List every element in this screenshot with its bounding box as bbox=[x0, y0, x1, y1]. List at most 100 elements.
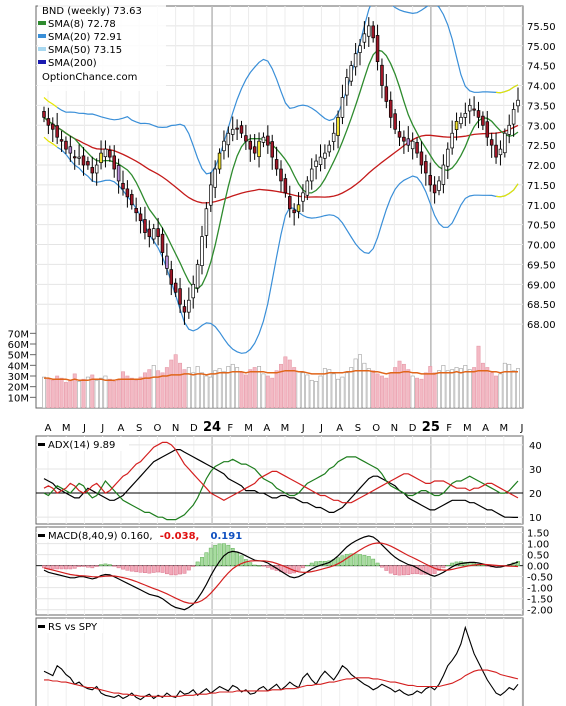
macd-histogram-bar bbox=[261, 565, 266, 567]
macd-histogram-bar bbox=[230, 548, 235, 566]
volume-bar bbox=[300, 372, 305, 408]
candle-body bbox=[516, 99, 520, 107]
candle-body bbox=[239, 125, 244, 134]
macd-histogram-bar bbox=[42, 565, 46, 569]
volume-bar bbox=[129, 377, 134, 408]
macd-histogram-bar bbox=[156, 565, 161, 573]
adx-axis-ticks: 40 30 20 10 bbox=[529, 441, 542, 524]
volume-bar bbox=[322, 368, 327, 408]
volume-bar bbox=[480, 362, 485, 408]
candle-body bbox=[380, 64, 384, 86]
candle-body bbox=[46, 118, 51, 126]
candle-body bbox=[388, 99, 393, 118]
macd-histogram-bar bbox=[397, 565, 402, 576]
macd-histogram-bar bbox=[235, 551, 240, 566]
macd-histogram-bar bbox=[393, 565, 398, 575]
volume-bar bbox=[279, 363, 283, 408]
macd-histogram bbox=[42, 543, 520, 576]
legend-swatch-sma20 bbox=[38, 34, 46, 38]
volume-bar bbox=[432, 372, 437, 408]
volume-bar bbox=[257, 366, 262, 408]
candle-body bbox=[450, 132, 454, 149]
price-tick-label: 74.00 bbox=[527, 82, 556, 93]
macd-axis-ticks: 1.501.000.500.00-0.50-1.00-1.50-2.00 bbox=[527, 529, 553, 617]
price-tick-label: 71.00 bbox=[527, 201, 556, 212]
volume-bar bbox=[415, 377, 420, 408]
candle-body bbox=[511, 109, 516, 125]
candle-body bbox=[204, 208, 209, 236]
macd-title-swatch bbox=[38, 534, 45, 537]
candle-body bbox=[125, 188, 130, 198]
macd-histogram-bar bbox=[129, 565, 134, 572]
candle-body bbox=[64, 140, 68, 150]
candle-body bbox=[437, 180, 441, 191]
candle-body bbox=[476, 110, 481, 118]
candle-body bbox=[393, 113, 397, 130]
candle-body bbox=[59, 139, 64, 142]
candle-body bbox=[226, 132, 231, 146]
volume-bar bbox=[305, 374, 310, 408]
volume-bar bbox=[142, 372, 147, 408]
macd-histogram-bar bbox=[265, 565, 270, 568]
macd-histogram-bar bbox=[437, 565, 441, 571]
month-label: A bbox=[336, 423, 343, 434]
volume-bar bbox=[371, 370, 376, 408]
volume-tick-label: 30M bbox=[8, 372, 29, 383]
macd-histogram-bar bbox=[314, 561, 319, 566]
candle-body bbox=[283, 178, 288, 194]
volume-bar bbox=[46, 378, 51, 408]
candle-body bbox=[191, 283, 195, 299]
volume-bar bbox=[379, 375, 384, 408]
volume-bar bbox=[375, 373, 380, 408]
candle-body bbox=[441, 164, 446, 185]
candle-body bbox=[349, 65, 353, 82]
volume-bar bbox=[42, 376, 46, 408]
macd-histogram-bar bbox=[121, 565, 125, 570]
legend-sma20: SMA(20) 72.91 bbox=[48, 32, 122, 43]
volume-bar bbox=[208, 376, 213, 408]
volume-tick-label: 50M bbox=[8, 351, 29, 362]
macd-histogram-bar bbox=[358, 554, 362, 566]
volume-bar bbox=[221, 371, 226, 408]
candle-body bbox=[279, 168, 283, 182]
adx-lines bbox=[43, 441, 519, 521]
volume-bar bbox=[366, 368, 371, 408]
macd-histogram-bar bbox=[257, 565, 261, 567]
volume-tick-label: 10M bbox=[8, 393, 29, 404]
volume-bar bbox=[191, 372, 196, 408]
rs-line-rsaverage bbox=[44, 669, 519, 697]
candle-body bbox=[402, 136, 406, 142]
candle-body bbox=[90, 167, 95, 174]
macd-histogram-bar bbox=[516, 561, 520, 566]
price-tick-label: 75.00 bbox=[527, 42, 556, 53]
volume-bar bbox=[502, 362, 507, 408]
candle-body bbox=[209, 184, 213, 206]
candle-body bbox=[309, 168, 314, 182]
price-tick-label: 73.00 bbox=[527, 121, 556, 132]
candle-body bbox=[296, 204, 301, 212]
candle-body bbox=[121, 182, 125, 190]
candle-body bbox=[266, 135, 270, 146]
candle-body bbox=[187, 299, 191, 313]
macd-histogram-bar bbox=[59, 565, 64, 570]
volume-bar bbox=[94, 379, 99, 408]
volume-bar bbox=[336, 378, 341, 408]
macd-histogram-bar bbox=[362, 555, 367, 566]
volume-bar bbox=[485, 367, 490, 408]
lower-band bbox=[56, 146, 519, 354]
month-label: N bbox=[391, 423, 398, 434]
candle-body bbox=[217, 152, 222, 170]
month-label: F bbox=[446, 423, 452, 434]
candle-body bbox=[367, 25, 371, 37]
candle-body bbox=[485, 121, 490, 138]
bollinger-bands bbox=[43, 6, 519, 354]
candlesticks bbox=[42, 17, 520, 325]
volume-bar bbox=[362, 362, 367, 408]
macd-histogram-bar bbox=[85, 565, 90, 568]
candle-body bbox=[143, 219, 147, 233]
sma50-line bbox=[43, 116, 519, 204]
volume-bar bbox=[445, 370, 450, 408]
candle-body bbox=[108, 149, 112, 158]
volume-bar bbox=[50, 379, 55, 408]
volume-average-line bbox=[44, 369, 518, 382]
